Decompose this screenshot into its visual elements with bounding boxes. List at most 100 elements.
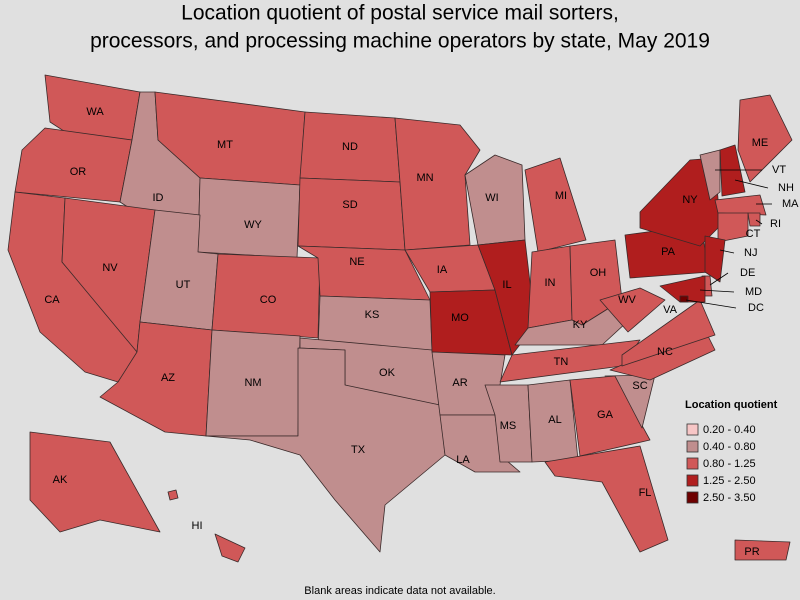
state-label: PA	[661, 246, 676, 258]
state	[205, 347, 446, 553]
state-label: ND	[342, 141, 358, 153]
state	[569, 375, 651, 457]
state-label: NC	[657, 346, 673, 358]
state	[737, 94, 793, 183]
state	[14, 127, 133, 203]
state-label: WI	[485, 192, 498, 204]
legend-label: 0.40 - 0.80	[703, 441, 756, 453]
legend-title: Location quotient	[685, 399, 778, 411]
state-label: AL	[548, 414, 561, 426]
legend-swatch	[686, 491, 699, 504]
state-label: UT	[176, 279, 191, 291]
state	[29, 431, 161, 533]
state	[734, 539, 791, 561]
state-label: VT	[772, 164, 786, 176]
state-label: KY	[573, 319, 588, 331]
leader-line	[699, 289, 735, 293]
legend-label: 1.25 - 2.50	[703, 475, 756, 487]
state-label: NH	[778, 182, 794, 194]
state-label: AK	[53, 474, 68, 486]
state-label: MT	[217, 139, 233, 151]
state	[499, 339, 641, 383]
legend-swatch	[686, 423, 699, 436]
legend-label: 2.50 - 3.50	[703, 492, 756, 504]
legend-swatch	[686, 474, 699, 487]
state-label: FL	[639, 487, 652, 499]
state	[717, 212, 749, 243]
state-label: MN	[416, 172, 433, 184]
state-label: DE	[740, 267, 755, 279]
state	[599, 287, 666, 333]
legend-label: 0.80 - 1.25	[703, 458, 756, 470]
state	[297, 177, 406, 251]
title: Location quotient of postal service mail…	[181, 2, 619, 25]
title: processors, and processing machine opera…	[90, 30, 710, 53]
state-label: RI	[770, 218, 781, 230]
state	[714, 194, 767, 216]
state-label: DC	[748, 302, 764, 314]
state	[514, 299, 641, 346]
state	[747, 212, 761, 227]
state-label: WA	[86, 106, 104, 118]
state-label: ME	[752, 137, 769, 149]
state-label: NJ	[744, 247, 757, 259]
state-label: NV	[102, 262, 118, 274]
state	[394, 117, 481, 251]
state	[699, 149, 721, 201]
state-label: PR	[744, 546, 759, 558]
state	[524, 157, 587, 253]
leader-line	[685, 299, 737, 309]
state-label: NM	[244, 377, 261, 389]
state	[544, 445, 669, 553]
state-label: AZ	[161, 372, 175, 384]
state-label: HI	[192, 520, 203, 532]
state-label: TN	[554, 356, 569, 368]
state	[621, 299, 716, 367]
state-label: SC	[632, 380, 647, 392]
state	[484, 384, 533, 463]
state	[719, 144, 746, 197]
state-label: IA	[437, 264, 448, 276]
legend-swatch	[686, 440, 699, 453]
legend: 0.20 - 0.40 0.40 - 0.80 0.80 - 1.25 1.25 - …	[686, 423, 756, 504]
state-label: MD	[745, 286, 762, 298]
state-label: NY	[682, 194, 698, 206]
state	[704, 235, 726, 283]
legend-label: 0.20 - 0.40	[703, 424, 756, 436]
state-label: TX	[351, 444, 366, 456]
state-label: SD	[342, 199, 357, 211]
state-label: MA	[782, 198, 799, 210]
state-label: KS	[365, 309, 380, 321]
state-label: NE	[349, 256, 364, 268]
state-label: MI	[555, 190, 567, 202]
state	[659, 275, 706, 303]
state-label: ID	[153, 192, 164, 204]
state-label: OH	[590, 267, 607, 279]
legend-swatch	[686, 457, 699, 470]
leader-line	[734, 179, 769, 189]
state-label: OR	[70, 166, 87, 178]
state	[167, 489, 246, 563]
state-label: CT	[746, 228, 761, 240]
state-label: MO	[451, 312, 469, 324]
state-label: LA	[456, 454, 470, 466]
state	[464, 154, 526, 246]
state-label: IN	[545, 277, 556, 289]
state-label: WY	[244, 219, 262, 231]
state-label: IL	[502, 279, 511, 291]
state	[679, 295, 689, 303]
leader-line	[709, 272, 729, 286]
state-label: OK	[379, 367, 396, 379]
state-labels: WA OR ID MT WY CA NV UT AZ CO NM ND SD NE KS OK TX MN IA MO…	[44, 106, 799, 558]
state-label: CA	[44, 294, 60, 306]
state-label: VA	[663, 304, 678, 316]
leader-line	[755, 219, 763, 225]
state-label: AR	[452, 377, 467, 389]
states	[7, 74, 793, 563]
state-label: MS	[500, 420, 517, 432]
state-label: WV	[618, 294, 636, 306]
state-label: CO	[260, 294, 277, 306]
state-label: GA	[597, 409, 614, 421]
footnote: Blank areas indicate data not available.	[304, 585, 495, 597]
